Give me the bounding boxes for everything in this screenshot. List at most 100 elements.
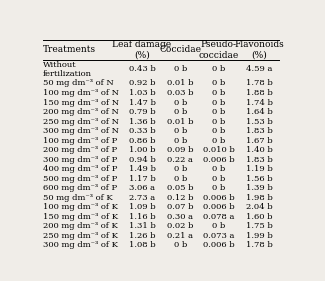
Text: 1.99 b: 1.99 b [246, 232, 272, 240]
Text: 0.02 b: 0.02 b [167, 222, 194, 230]
Text: 150 mg dm⁻³ of K: 150 mg dm⁻³ of K [43, 213, 118, 221]
Text: 200 mg dm⁻³ of N: 200 mg dm⁻³ of N [43, 108, 119, 116]
Text: 0.073 a: 0.073 a [203, 232, 235, 240]
Text: 0 b: 0 b [212, 165, 226, 173]
Text: 0.79 b: 0.79 b [129, 108, 155, 116]
Text: 0.86 b: 0.86 b [129, 137, 155, 145]
Text: 0.09 b: 0.09 b [167, 146, 194, 154]
Text: 250 mg dm⁻³ of N: 250 mg dm⁻³ of N [43, 117, 119, 126]
Text: 0.21 a: 0.21 a [167, 232, 193, 240]
Text: 1.40 b: 1.40 b [246, 146, 272, 154]
Text: 1.39 b: 1.39 b [246, 184, 272, 192]
Text: Treatments: Treatments [43, 46, 96, 55]
Text: 1.19 b: 1.19 b [246, 165, 272, 173]
Text: 1.49 b: 1.49 b [129, 165, 155, 173]
Text: 0 b: 0 b [212, 127, 226, 135]
Text: 1.75 b: 1.75 b [246, 222, 272, 230]
Text: 1.08 b: 1.08 b [129, 241, 155, 249]
Text: Pseudo-
coccidae: Pseudo- coccidae [199, 40, 239, 60]
Text: 1.78 b: 1.78 b [246, 241, 272, 249]
Text: 0 b: 0 b [174, 137, 187, 145]
Text: 0.07 b: 0.07 b [167, 203, 194, 211]
Text: 0.01 b: 0.01 b [167, 117, 194, 126]
Text: 1.47 b: 1.47 b [129, 99, 155, 106]
Text: 0.05 b: 0.05 b [167, 184, 194, 192]
Text: 2.73 a: 2.73 a [129, 194, 155, 202]
Text: 1.88 b: 1.88 b [246, 89, 272, 97]
Text: 400 mg dm⁻³ of P: 400 mg dm⁻³ of P [43, 165, 118, 173]
Text: Coccidae: Coccidae [160, 46, 202, 55]
Text: 0.078 a: 0.078 a [203, 213, 235, 221]
Text: 0.006 b: 0.006 b [203, 241, 235, 249]
Text: 0 b: 0 b [174, 108, 187, 116]
Text: 0.006 b: 0.006 b [203, 194, 235, 202]
Text: 1.56 b: 1.56 b [246, 175, 272, 183]
Text: 2.04 b: 2.04 b [246, 203, 272, 211]
Text: 1.67 b: 1.67 b [246, 137, 272, 145]
Text: 0 b: 0 b [174, 165, 187, 173]
Text: Flavonoids
(%): Flavonoids (%) [234, 40, 284, 60]
Text: Leaf damage
(%): Leaf damage (%) [112, 40, 172, 60]
Text: 0 b: 0 b [212, 117, 226, 126]
Text: 1.74 b: 1.74 b [246, 99, 273, 106]
Text: 0 b: 0 b [212, 184, 226, 192]
Text: 1.36 b: 1.36 b [129, 117, 155, 126]
Text: 50 mg dm⁻³ of N: 50 mg dm⁻³ of N [43, 80, 114, 87]
Text: 0.33 b: 0.33 b [129, 127, 155, 135]
Text: 0 b: 0 b [212, 175, 226, 183]
Text: 50 mg dm⁻³ of K: 50 mg dm⁻³ of K [43, 194, 113, 202]
Text: 1.98 b: 1.98 b [246, 194, 272, 202]
Text: 0 b: 0 b [212, 99, 226, 106]
Text: 1.64 b: 1.64 b [246, 108, 272, 116]
Text: 0 b: 0 b [174, 241, 187, 249]
Text: Without
fertilization: Without fertilization [43, 61, 92, 78]
Text: 0 b: 0 b [174, 99, 187, 106]
Text: 200 mg dm⁻³ of K: 200 mg dm⁻³ of K [43, 222, 118, 230]
Text: 1.00 b: 1.00 b [129, 146, 155, 154]
Text: 1.60 b: 1.60 b [246, 213, 272, 221]
Text: 1.83 b: 1.83 b [246, 156, 272, 164]
Text: 1.53 b: 1.53 b [246, 117, 272, 126]
Text: 600 mg dm⁻³ of P: 600 mg dm⁻³ of P [43, 184, 117, 192]
Text: 0.006 b: 0.006 b [203, 203, 235, 211]
Text: 1.03 b: 1.03 b [129, 89, 155, 97]
Text: 1.17 b: 1.17 b [129, 175, 155, 183]
Text: 200 mg dm⁻³ of P: 200 mg dm⁻³ of P [43, 146, 117, 154]
Text: 0.92 b: 0.92 b [129, 80, 155, 87]
Text: 300 mg dm⁻³ of P: 300 mg dm⁻³ of P [43, 156, 117, 164]
Text: 4.59 a: 4.59 a [246, 65, 272, 73]
Text: 1.78 b: 1.78 b [246, 80, 272, 87]
Text: 0.03 b: 0.03 b [167, 89, 194, 97]
Text: 0.01 b: 0.01 b [167, 80, 194, 87]
Text: 0.22 a: 0.22 a [167, 156, 193, 164]
Text: 0 b: 0 b [212, 80, 226, 87]
Text: 500 mg dm⁻³ of P: 500 mg dm⁻³ of P [43, 175, 117, 183]
Text: 0.94 b: 0.94 b [129, 156, 155, 164]
Text: 250 mg dm⁻³ of K: 250 mg dm⁻³ of K [43, 232, 118, 240]
Text: 0 b: 0 b [212, 108, 226, 116]
Text: 0 b: 0 b [212, 222, 226, 230]
Text: 100 mg dm⁻³ of K: 100 mg dm⁻³ of K [43, 203, 118, 211]
Text: 100 mg dm⁻³ of N: 100 mg dm⁻³ of N [43, 89, 119, 97]
Text: 0 b: 0 b [212, 65, 226, 73]
Text: 1.16 b: 1.16 b [129, 213, 155, 221]
Text: 0 b: 0 b [212, 89, 226, 97]
Text: 0 b: 0 b [174, 127, 187, 135]
Text: 150 mg dm⁻³ of N: 150 mg dm⁻³ of N [43, 99, 119, 106]
Text: 1.09 b: 1.09 b [129, 203, 155, 211]
Text: 0.30 a: 0.30 a [167, 213, 193, 221]
Text: 0 b: 0 b [174, 175, 187, 183]
Text: 300 mg dm⁻³ of K: 300 mg dm⁻³ of K [43, 241, 118, 249]
Text: 0.12 b: 0.12 b [167, 194, 194, 202]
Text: 1.83 b: 1.83 b [246, 127, 272, 135]
Text: 100 mg dm⁻³ of P: 100 mg dm⁻³ of P [43, 137, 117, 145]
Text: 3.06 a: 3.06 a [129, 184, 155, 192]
Text: 0.43 b: 0.43 b [129, 65, 155, 73]
Text: 0 b: 0 b [174, 65, 187, 73]
Text: 0.006 b: 0.006 b [203, 156, 235, 164]
Text: 1.31 b: 1.31 b [129, 222, 155, 230]
Text: 0 b: 0 b [212, 137, 226, 145]
Text: 1.26 b: 1.26 b [129, 232, 155, 240]
Text: 300 mg dm⁻³ of N: 300 mg dm⁻³ of N [43, 127, 119, 135]
Text: 0.010 b: 0.010 b [203, 146, 235, 154]
